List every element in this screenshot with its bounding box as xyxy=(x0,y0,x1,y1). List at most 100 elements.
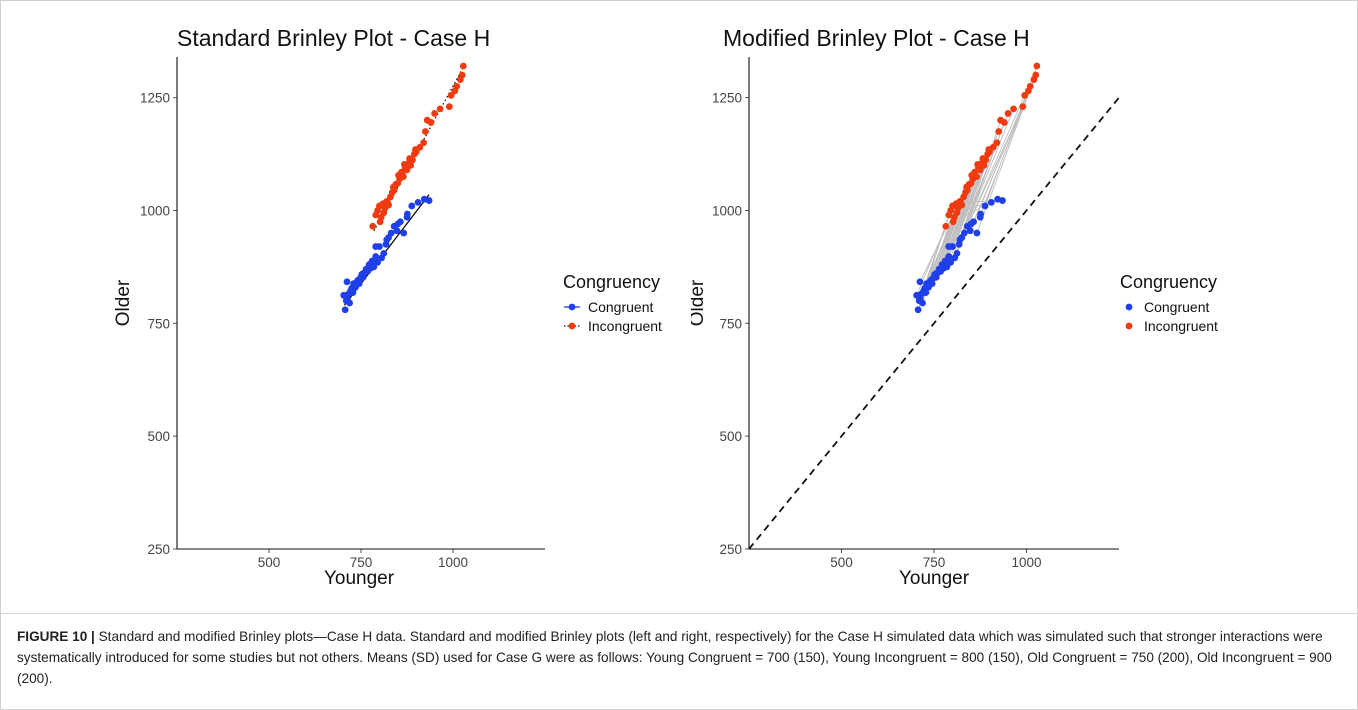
legend: Congruency Congruent Incongruent xyxy=(1120,272,1218,334)
chart-title: Modified Brinley Plot - Case H xyxy=(723,25,1030,51)
incongruent-point xyxy=(403,166,411,174)
incongruent-point xyxy=(953,209,961,217)
standard-brinley-panel: Standard Brinley Plot - Case H Younger O… xyxy=(1,1,691,611)
paired-connector-line xyxy=(966,95,1026,227)
incongruent-point xyxy=(384,198,391,206)
incongruent-point xyxy=(1026,82,1034,90)
incongruent-point xyxy=(436,105,444,113)
congruent-point xyxy=(923,280,930,287)
congruent-point xyxy=(346,299,353,307)
incongruent-point xyxy=(453,82,461,90)
paired-connector-line xyxy=(961,108,1014,238)
congruent-point xyxy=(341,306,349,314)
incongruent-point xyxy=(431,110,438,117)
congruent-point xyxy=(960,229,968,237)
chart-title: Standard Brinley Plot - Case H xyxy=(177,25,490,51)
legend-label-congruent: Congruent xyxy=(1144,299,1209,315)
incongruent-point xyxy=(976,166,984,174)
incongruent-point xyxy=(957,198,965,206)
congruent-point xyxy=(953,249,961,257)
congruent-point xyxy=(928,280,936,287)
y-axis-label: Older xyxy=(113,279,134,326)
x-axis-label: Younger xyxy=(899,568,970,589)
y-tick-label: 1250 xyxy=(712,91,742,106)
incongruent-point xyxy=(420,139,427,147)
figure-caption: FIGURE 10 | Standard and modified Brinle… xyxy=(17,626,1347,689)
y-tick-label: 1000 xyxy=(140,203,170,218)
congruent-point xyxy=(372,253,380,260)
congruent-point xyxy=(387,229,395,237)
y-axis-label: Older xyxy=(691,279,708,326)
incongruent-point xyxy=(968,171,976,179)
incongruent-point xyxy=(389,183,397,191)
congruent-point xyxy=(349,289,357,297)
y-tick-label: 250 xyxy=(147,542,170,557)
incongruent-point xyxy=(993,139,1001,147)
legend-title: Congruency xyxy=(1120,272,1217,292)
incongruent-point xyxy=(369,222,377,230)
congruent-point xyxy=(414,198,422,206)
legend-label-incongruent: Incongruent xyxy=(1144,318,1218,334)
x-tick-label: 750 xyxy=(350,555,373,570)
incongruent-point xyxy=(407,161,415,169)
y-tick-label: 1000 xyxy=(712,203,742,218)
congruent-point xyxy=(394,220,402,228)
congruent-point xyxy=(393,227,401,235)
congruent-point xyxy=(966,227,974,235)
x-tick-label: 500 xyxy=(258,555,281,570)
congruent-point xyxy=(956,236,964,244)
incongruent-point xyxy=(1032,71,1040,79)
incongruent-point xyxy=(447,91,455,99)
congruent-point xyxy=(941,257,949,265)
congruent-point xyxy=(380,249,388,257)
incongruent-point xyxy=(427,119,435,126)
y-tick-label: 500 xyxy=(719,429,742,444)
incongruent-point xyxy=(458,71,466,79)
congruent-point xyxy=(400,229,408,237)
congruent-point xyxy=(987,198,995,206)
congruent-point xyxy=(425,197,433,204)
incongruent-point xyxy=(459,62,467,70)
congruent-point xyxy=(947,258,955,266)
incongruent-point xyxy=(980,161,988,169)
x-tick-label: 1000 xyxy=(1011,555,1041,570)
caption-label: FIGURE 10 | xyxy=(17,629,95,644)
y-tick-label: 500 xyxy=(147,429,170,444)
standard-brinley-chart: Standard Brinley Plot - Case H Younger O… xyxy=(113,25,662,589)
y-tick-label: 1250 xyxy=(140,91,170,106)
congruent-point xyxy=(914,306,922,314)
legend-title: Congruency xyxy=(563,272,660,292)
congruent-point xyxy=(372,243,380,250)
incongruent-point xyxy=(1033,62,1041,70)
congruent-point xyxy=(370,263,378,271)
incongruent-point xyxy=(380,209,388,217)
incongruent-point xyxy=(1010,105,1017,113)
legend-key-congruent xyxy=(564,303,580,311)
incongruent-point xyxy=(412,146,419,153)
x-tick-label: 500 xyxy=(830,555,853,570)
incongruent-point xyxy=(395,171,402,179)
identity-reference-line xyxy=(748,97,1120,550)
congruent-point xyxy=(919,299,926,307)
congruent-point xyxy=(368,257,376,265)
caption-divider xyxy=(1,613,1357,614)
modified-brinley-chart: Modified Brinley Plot - Case H Younger O… xyxy=(691,25,1218,589)
incongruent-point xyxy=(445,103,453,111)
incongruent-point xyxy=(1021,91,1029,99)
congruent-point xyxy=(922,289,930,297)
congruent-point xyxy=(355,280,363,287)
congruent-point xyxy=(359,270,367,278)
modified-brinley-panel: Modified Brinley Plot - Case H Younger O… xyxy=(691,1,1357,611)
legend: Congruency Congruent Incongruent xyxy=(563,272,662,334)
incongruent-point xyxy=(963,183,970,191)
congruent-point xyxy=(408,202,416,210)
congruent-point xyxy=(973,229,981,237)
congruent-point xyxy=(383,236,391,244)
incongruent-point xyxy=(422,128,429,135)
y-tick-label: 250 xyxy=(719,542,742,557)
congruent-point xyxy=(350,280,358,287)
congruent-point xyxy=(343,278,351,286)
paired-connector-line xyxy=(958,113,1009,245)
congruent-point xyxy=(967,220,975,228)
